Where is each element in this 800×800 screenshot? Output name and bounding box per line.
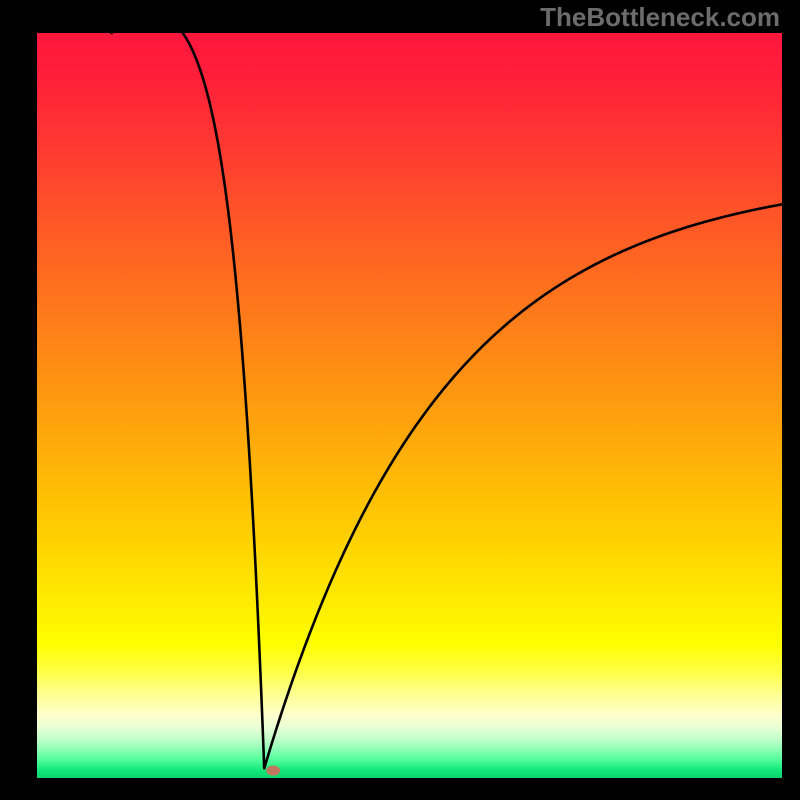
chart-plot-area <box>37 33 782 778</box>
watermark-text: TheBottleneck.com <box>540 2 780 33</box>
root: TheBottleneck.com <box>0 0 800 800</box>
chart-background-gradient <box>37 33 782 778</box>
chart-svg <box>37 33 782 778</box>
minimum-marker <box>266 766 280 776</box>
